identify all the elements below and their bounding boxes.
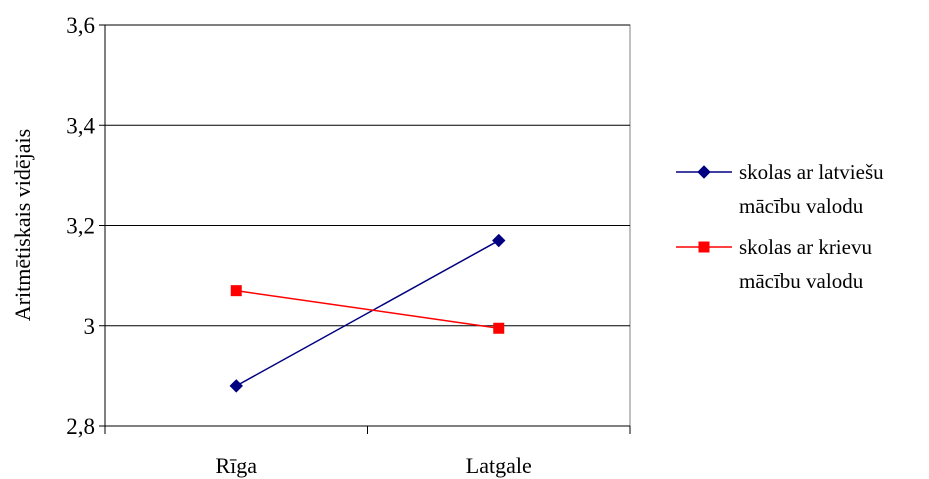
y-tick-label: 3 — [84, 314, 96, 339]
legend-label: mācību valodu — [739, 194, 864, 218]
y-tick-label: 3,6 — [66, 13, 95, 38]
data-point-marker — [492, 233, 506, 248]
y-tick-label: 2,8 — [66, 414, 95, 439]
x-tick-label: Rīga — [215, 453, 257, 478]
data-point-marker — [229, 379, 243, 393]
legend-marker — [697, 165, 711, 179]
data-point-marker — [230, 285, 242, 297]
legend-label: skolas ar latviešu — [739, 160, 884, 184]
gridlines — [105, 24, 630, 327]
data-point-marker — [493, 322, 505, 334]
series-line — [235, 239, 500, 387]
y-ticks: 2,8 3 3,2 3,4 3,6 — [66, 13, 105, 439]
legend-marker — [698, 241, 710, 253]
series-layer — [229, 233, 506, 393]
legend-label: mācību valodu — [739, 269, 864, 293]
y-tick-label: 3,4 — [66, 113, 95, 138]
x-tick-label: Latgale — [466, 453, 532, 478]
series-line — [236, 289, 499, 329]
y-tick-label: 3,2 — [66, 214, 95, 239]
y-axis-title: Aritmētiskais vidējais — [10, 129, 35, 321]
x-ticks: Rīga Latgale — [104, 426, 631, 478]
legend-label: skolas ar krievu — [739, 235, 872, 259]
legend: skolas ar latviešu mācību valodu skolas ar… — [676, 160, 884, 293]
